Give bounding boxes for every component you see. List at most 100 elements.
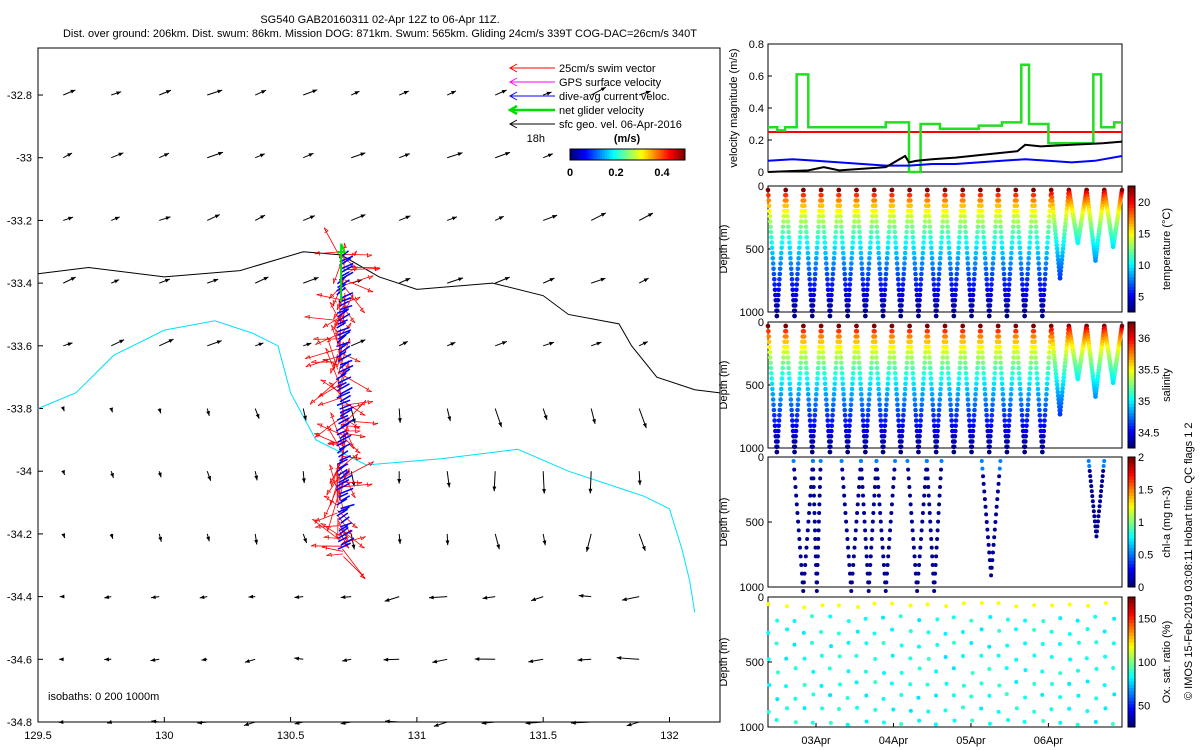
salinity-section-point [957,360,963,366]
salinity-section-point [1027,370,1033,376]
temperature-section-point [777,276,782,282]
salinity-section-point [993,349,999,355]
sfc-velocity-arrowhead [543,414,548,420]
oxygen-section-point [1023,641,1028,646]
sfc-velocity-arrowhead [498,216,504,221]
salinity-section-point [946,376,951,381]
temperature-section-point [989,282,994,287]
oxygen-section-colorbar-swatch [1128,597,1135,601]
salinity-section-point [1065,338,1070,344]
salinity-section-point [922,355,928,360]
salinity-section-point [984,418,990,423]
temperature-section-point [1015,219,1021,224]
salinity-section-point [930,397,935,402]
dive-avg-current-arrow [338,450,349,458]
temperature-section-point [842,266,847,272]
temperature-section-point [873,208,878,214]
salinity-section-point [809,449,815,455]
salinity-section-point [839,360,844,366]
swim-vector-arrowhead [315,340,321,346]
salinity-section-point [961,339,967,345]
sfc-velocity-arrowhead [496,544,501,550]
temperature-section-point [770,261,776,266]
salinity-section-point [1057,411,1063,417]
salinity-section-point [789,407,794,413]
temperature-section-colorbar-swatch [1128,220,1135,225]
legend-arrowhead [508,119,518,129]
swim-vector-arrow [337,351,361,363]
temperature-section-point [922,229,927,235]
dive-avg-current-arrow [338,492,349,499]
salinity-section-point [797,376,803,381]
chla-section-point [1087,464,1092,469]
temperature-section-point [953,282,959,287]
temperature-section-point [1014,208,1020,214]
temperature-section-colorbar-tick-label: 15 [1138,228,1150,240]
chla-section-point [860,485,865,489]
temperature-section-point [866,266,871,272]
temperature-section-point [1056,261,1061,266]
swim-vector-arrowhead [344,425,349,431]
salinity-section-point [801,328,807,334]
temperature-section-point [1036,266,1042,272]
chla-section-point [911,537,916,541]
colorbar-swatch [606,149,610,160]
salinity-section-point [948,412,954,418]
temperature-section-point [966,271,971,277]
oxygen-section-point [784,656,789,661]
oxygen-section-point [1067,632,1072,637]
salinity-section-point [850,370,856,376]
temperature-section-point [858,245,863,251]
temperature-section-point [875,234,880,240]
isobath-1000m-line [37,320,696,613]
oxygen-section-point [846,619,851,624]
temperature-section-point [844,297,849,303]
salinity-section-point [851,355,857,360]
salinity-section-point [882,418,888,423]
temperature-section-point [795,271,800,277]
temperature-section-point [819,192,824,198]
salinity-section-point [788,402,794,408]
swim-vector-arrowhead [354,357,361,363]
salinity-section-point [918,412,924,418]
temperature-section-point [908,203,914,209]
salinity-section-point [1044,381,1050,387]
chla-section-colorbar-tick-label: 1.5 [1138,485,1153,497]
chla-section-point [841,485,846,489]
temperature-section-point [965,255,970,261]
salinity-section-point [971,412,977,418]
swim-vector-arrowhead [328,464,334,471]
oxygen-section-point [767,682,772,687]
salinity-section-point [948,402,953,408]
salinity-section-point [955,397,960,402]
salinity-section-point [1042,412,1048,418]
temperature-section-point [1060,250,1065,255]
chla-section-point [812,528,817,533]
salinity-section-point [838,349,843,355]
oxygen-section-point [1086,603,1091,608]
legend-arrowhead [508,77,518,87]
salinity-section-point [1055,386,1060,391]
oxygen-section-point [1102,683,1107,688]
sfc-velocity-arrowhead [600,212,606,217]
temperature-section-point [920,255,925,261]
oxygen-section-point [935,642,940,647]
salinity-section-point [1008,397,1013,402]
salinity-section-point [914,428,920,434]
colorbar-swatch [648,149,651,160]
temperature-section-point [883,271,889,277]
sfc-velocity-arrowhead [340,721,346,725]
temperature-section-point [1025,266,1031,272]
sfc-velocity-arrowhead [218,151,223,156]
oxygen-section-point [1084,656,1089,661]
chla-section-point [1099,484,1104,489]
salinity-section-point [984,412,989,418]
salinity-section-point [832,386,837,392]
temperature-section-point [1024,287,1029,293]
sfc-velocity-arrowhead [474,657,480,662]
temperature-section-point [1004,313,1010,319]
swim-vector-arrowhead [367,288,374,293]
sfc-velocity-arrowhead [428,595,434,600]
temperature-section-point [797,240,803,245]
salinity-section-point [953,423,958,429]
